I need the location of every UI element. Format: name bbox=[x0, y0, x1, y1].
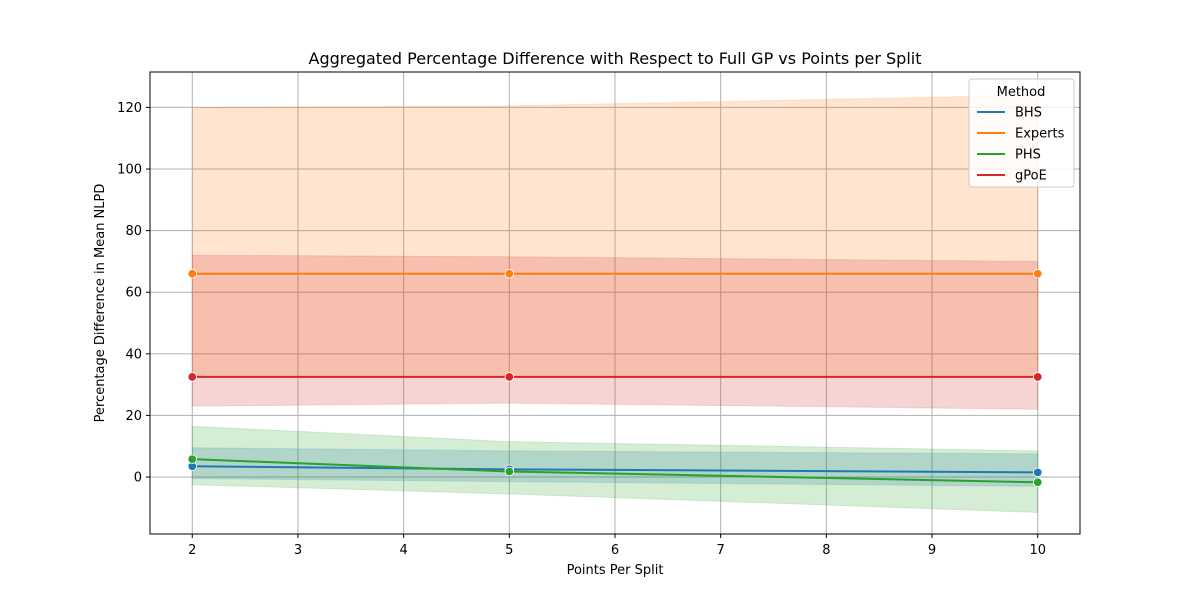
y-axis-ticks: 0 20 40 60 80 100 120 bbox=[117, 101, 150, 486]
point-experts bbox=[187, 269, 197, 279]
y-axis-label: Percentage Difference in Mean NLPD bbox=[93, 184, 108, 423]
x-tick-label: 6 bbox=[611, 543, 619, 558]
point-gpoe bbox=[504, 372, 515, 382]
legend-title: Method bbox=[997, 85, 1046, 100]
legend-label-gpoe: gPoE bbox=[1015, 169, 1047, 184]
x-tick-label: 10 bbox=[1029, 543, 1046, 558]
y-tick-label: 120 bbox=[117, 101, 142, 116]
x-tick-label: 7 bbox=[717, 543, 725, 558]
y-tick-label: 80 bbox=[125, 224, 142, 239]
point-phs bbox=[187, 454, 197, 464]
x-axis-label: Points Per Split bbox=[567, 563, 664, 578]
x-tick-label: 8 bbox=[822, 543, 830, 558]
x-axis-ticks: 2 3 4 5 6 7 8 9 10 bbox=[188, 534, 1046, 558]
point-experts bbox=[504, 269, 515, 279]
y-tick-label: 60 bbox=[125, 286, 142, 301]
series-markers bbox=[187, 269, 1043, 487]
x-tick-label: 4 bbox=[399, 543, 407, 558]
point-gpoe bbox=[187, 372, 197, 382]
x-tick-label: 5 bbox=[505, 543, 513, 558]
legend-label-phs: PHS bbox=[1015, 148, 1041, 163]
y-tick-label: 100 bbox=[117, 163, 142, 178]
point-gpoe bbox=[1033, 372, 1043, 382]
confidence-bands bbox=[191, 94, 1039, 513]
legend-label-experts: Experts bbox=[1015, 127, 1065, 142]
point-phs bbox=[1033, 477, 1043, 487]
y-tick-label: 0 bbox=[134, 471, 142, 486]
chart-title: Aggregated Percentage Difference with Re… bbox=[309, 49, 922, 68]
point-experts bbox=[1033, 269, 1043, 279]
band-gpoe bbox=[191, 254, 1039, 410]
x-tick-label: 3 bbox=[294, 543, 302, 558]
legend-box bbox=[968, 78, 1075, 188]
x-tick-label: 2 bbox=[188, 543, 196, 558]
point-bhs bbox=[1033, 467, 1043, 478]
legend-label-bhs: BHS bbox=[1015, 106, 1042, 121]
x-tick-label: 9 bbox=[928, 543, 936, 558]
y-tick-label: 40 bbox=[125, 347, 142, 362]
point-phs bbox=[504, 466, 515, 477]
legend: Method BHS Experts PHS gPoE bbox=[968, 78, 1075, 188]
y-tick-label: 20 bbox=[125, 409, 142, 424]
